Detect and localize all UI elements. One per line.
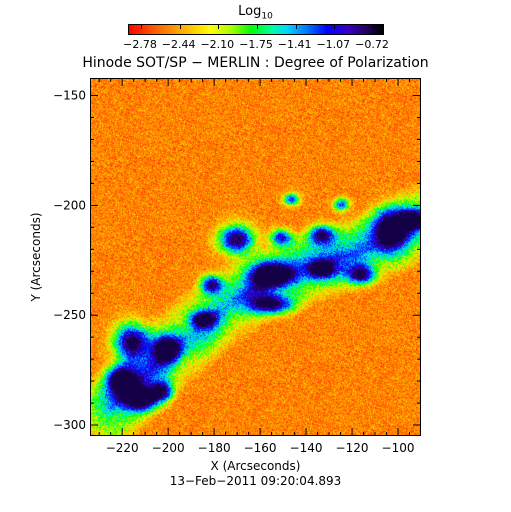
x-axis-tick-label: −180: [198, 441, 231, 455]
x-axis-tick-label: −100: [382, 441, 415, 455]
colorbar-tick: [218, 25, 220, 29]
colorbar-tick-label: −1.75: [239, 38, 273, 51]
x-axis-tick-label: −120: [336, 441, 369, 455]
y-axis-tick-label: −200: [53, 198, 86, 212]
colorbar-tick: [257, 25, 258, 29]
colorbar-tick-label: −1.41: [277, 38, 312, 51]
colorbar-tick: [373, 25, 374, 29]
colorbar-tick: [141, 25, 142, 29]
x-axis-label: X (Arcseconds): [210, 459, 301, 473]
x-axis-tick-label: −200: [152, 441, 185, 455]
colorbar-title-subscript: 10: [261, 11, 273, 22]
x-axis-tick-label: −160: [244, 441, 277, 455]
colorbar-tick-label: −2.10: [200, 38, 235, 51]
colorbar-tick: [295, 25, 297, 29]
plot-title: Hinode SOT/SP − MERLIN : Degree of Polar…: [82, 55, 429, 71]
x-axis-tick-label: −140: [290, 441, 323, 455]
colorbar-tick: [334, 25, 336, 29]
colorbar-title: Log10: [0, 4, 511, 22]
y-axis-tick-label: −300: [53, 418, 86, 432]
polarization-map-image: [91, 79, 420, 435]
y-axis-label: Y (Arcseconds): [29, 212, 43, 302]
colorbar-tick-labels: −2.78 −2.44 −2.10 −1.75 −1.41 −1.07 −0.72: [100, 38, 420, 52]
colorbar: [128, 24, 384, 35]
colorbar-tick-label: −1.07: [316, 38, 351, 51]
y-axis-tick-label: −250: [53, 308, 86, 322]
colorbar-tick-label: −2.78: [123, 38, 157, 51]
polarization-map: [90, 78, 421, 436]
colorbar-tick: [179, 25, 181, 29]
colorbar-title-text: Log: [238, 4, 262, 19]
y-axis-tick-label: −150: [53, 89, 86, 103]
colorbar-tick-label: −2.44: [161, 38, 196, 51]
x-axis-tick-label: −220: [106, 441, 139, 455]
colorbar-tick-label: −0.72: [355, 38, 389, 51]
observation-timestamp: 13−Feb−2011 09:20:04.893: [169, 474, 342, 488]
